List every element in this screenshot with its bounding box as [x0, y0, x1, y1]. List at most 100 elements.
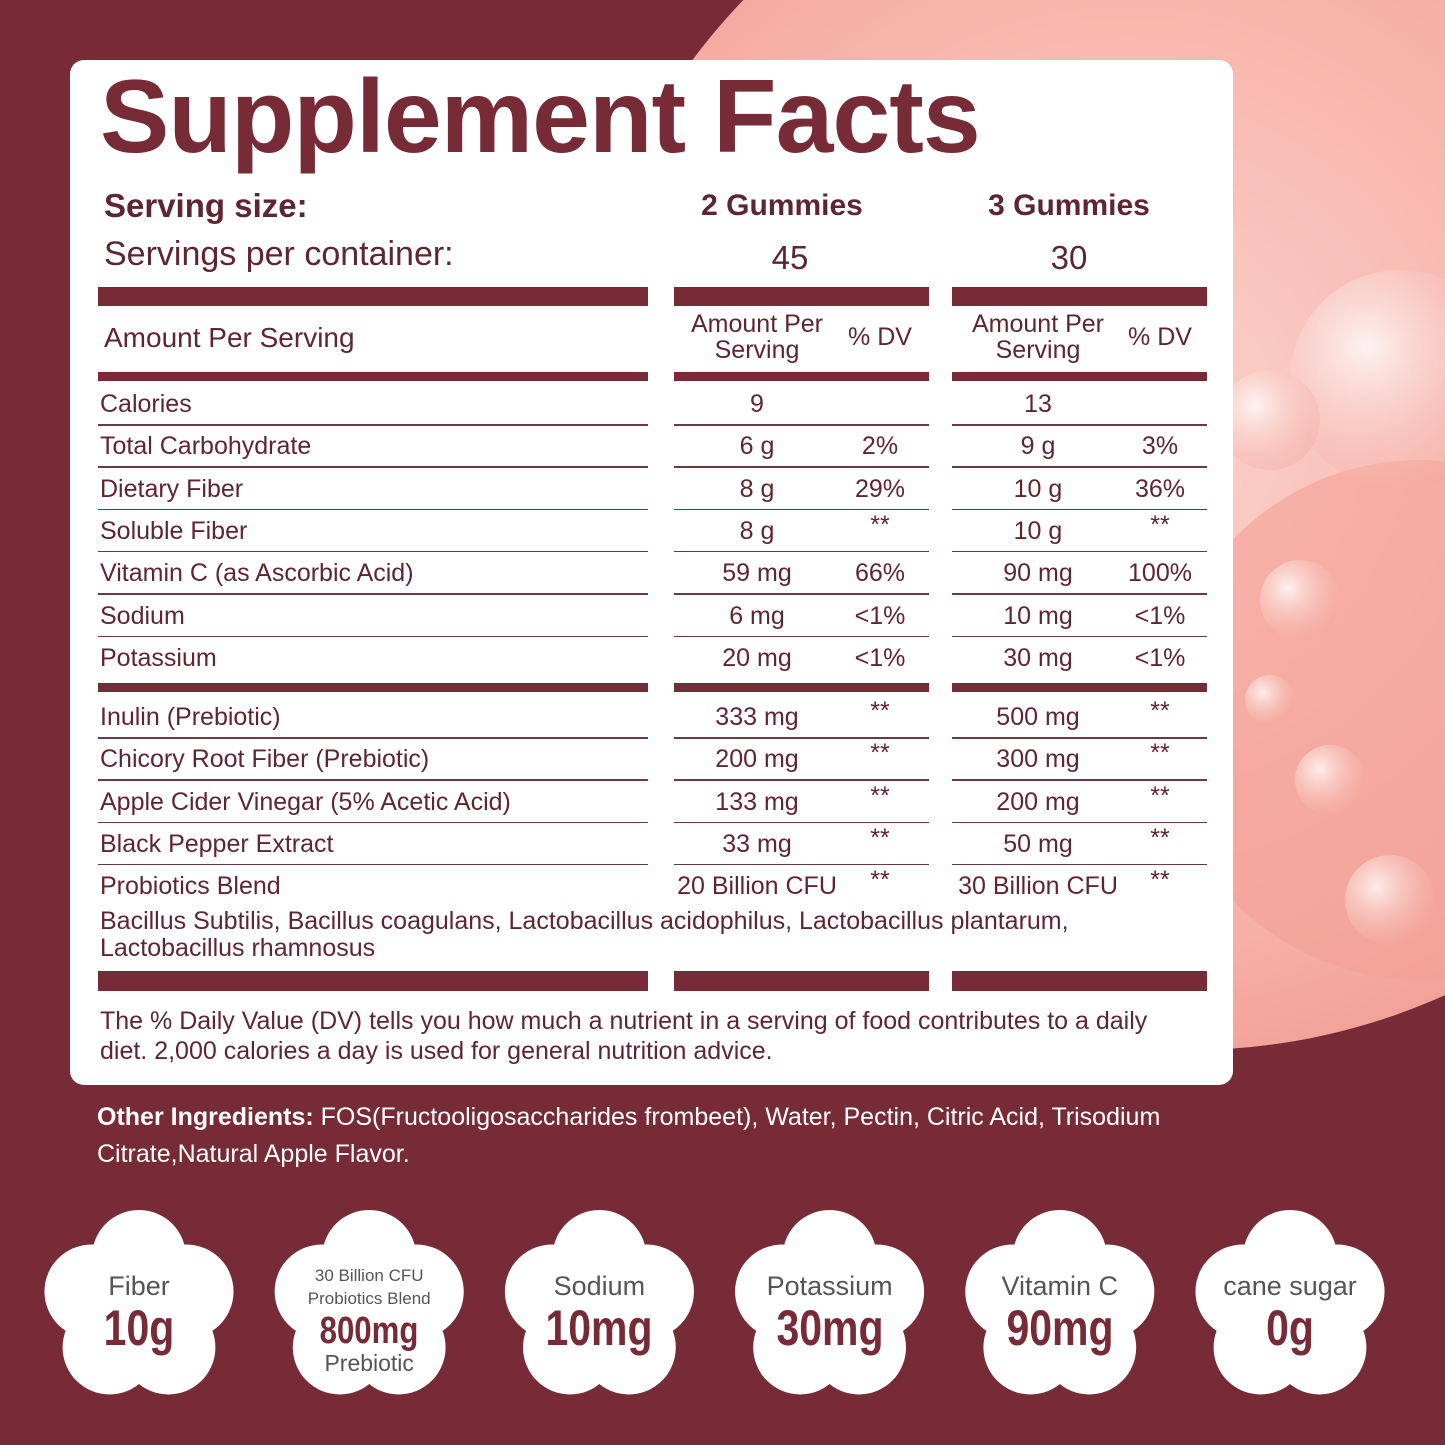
daily-value: 66%: [854, 559, 906, 588]
row-rule: [98, 779, 648, 781]
row-rule: [674, 508, 929, 511]
rule-bar: [674, 683, 929, 692]
serving-size: 2 Gummies: [701, 189, 863, 222]
bubble: [1295, 745, 1365, 815]
daily-value: **: [1150, 866, 1170, 895]
row-rule: [952, 863, 1207, 866]
rule-bar: [98, 287, 648, 306]
bubble: [1345, 855, 1435, 945]
row-rule: [952, 424, 1207, 426]
bubble: [1260, 560, 1340, 640]
nutrient-name: Soluble Fiber: [100, 516, 248, 545]
amount: 133 mg: [715, 787, 799, 816]
badge-center: [999, 1247, 1120, 1367]
rule-bar: [952, 971, 1207, 991]
amount: 9 g: [1020, 432, 1056, 461]
amount: 50 mg: [1003, 829, 1073, 858]
daily-value: **: [870, 510, 890, 539]
nutrient-name: Potassium: [100, 643, 217, 672]
row-rule: [952, 466, 1207, 468]
rule-bar: [952, 683, 1207, 692]
row-rule: [674, 779, 929, 781]
badge-value: 90mg: [1006, 1300, 1114, 1356]
daily-value: **: [870, 823, 890, 852]
footnote: The % Daily Value (DV) tells you how muc…: [100, 1007, 1148, 1065]
daily-value: <1%: [854, 643, 906, 672]
badge-center: [1230, 1247, 1350, 1367]
daily-value: **: [870, 781, 890, 810]
amount: 20 mg: [722, 643, 792, 672]
amount: 10 g: [1013, 474, 1063, 503]
row-rule: [674, 635, 929, 637]
row-rule: [98, 466, 648, 468]
bubble: [1245, 675, 1295, 725]
servings-count: 30: [1050, 239, 1088, 276]
amount: 33 mg: [722, 829, 792, 858]
row-rule: [674, 737, 929, 739]
badge-label: Vitamin C: [1001, 1271, 1119, 1301]
amount: 30 mg: [1003, 643, 1073, 672]
nutrient-name: Black Pepper Extract: [100, 829, 334, 858]
nutrient-name: Calories: [100, 390, 192, 418]
badge-sub: Prebiotic: [324, 1350, 414, 1376]
amount: 200 mg: [715, 745, 799, 774]
nutrient-name: Sodium: [100, 601, 185, 630]
daily-value: **: [870, 866, 890, 895]
other-ingredients-text: FOS(Fructooligosaccharides frombeet), Wa…: [97, 1103, 1161, 1168]
rule-bar: [98, 683, 648, 692]
daily-value: **: [870, 739, 890, 768]
daily-value: 29%: [854, 474, 906, 503]
servings-count: 45: [771, 239, 809, 276]
serving-size-label: Serving size:: [104, 187, 308, 224]
nutrient-name: Apple Cider Vinegar (5% Acetic Acid): [100, 787, 511, 816]
badge-center: [79, 1247, 199, 1367]
row-rule: [952, 635, 1207, 637]
row-rule: [98, 821, 648, 824]
daily-value: **: [870, 697, 890, 725]
amount: 6 mg: [729, 601, 785, 630]
row-rule: [952, 737, 1207, 739]
rule-bar: [98, 971, 648, 991]
daily-value: <1%: [854, 601, 906, 630]
badge-center: [539, 1247, 660, 1367]
other-ingredients-label: Other Ingredients:: [97, 1103, 321, 1131]
badge-value: 10g: [103, 1300, 175, 1356]
row-rule: [952, 821, 1207, 824]
row-rule: [98, 550, 648, 553]
nutrient-name: Probiotics Blend: [100, 872, 281, 901]
daily-value: 100%: [1128, 559, 1192, 588]
amount: 300 mg: [996, 745, 1080, 774]
nutrient-name: Vitamin C (as Ascorbic Acid): [100, 559, 414, 588]
bubble: [1290, 270, 1445, 490]
badge-value: 800mg: [319, 1310, 419, 1352]
serving-size: 3 Gummies: [988, 189, 1150, 222]
daily-value: **: [1150, 823, 1170, 852]
amount: 20 Billion CFU: [677, 872, 837, 901]
badge-label: cane sugar: [1223, 1271, 1357, 1301]
daily-value: 36%: [1134, 474, 1186, 503]
amount: 333 mg: [715, 703, 799, 731]
rule-bar: [674, 372, 929, 381]
daily-value: <1%: [1134, 643, 1186, 672]
daily-value: 3%: [1141, 432, 1179, 461]
other-ingredients: Other Ingredients: FOS(Fructooligosaccha…: [97, 1099, 1167, 1173]
row-rule: [952, 779, 1207, 781]
badge-label: 30 Billion CFU: [314, 1266, 424, 1285]
nutrient-name: Dietary Fiber: [100, 474, 244, 503]
row-rule: [674, 593, 929, 595]
daily-value: **: [1150, 697, 1170, 725]
nutrient-name: Chicory Root Fiber (Prebiotic): [100, 745, 430, 774]
nutrient-name: Inulin (Prebiotic): [100, 703, 281, 731]
daily-value: **: [1150, 781, 1170, 810]
badge-value: 0g: [1266, 1300, 1314, 1356]
amount: 6 g: [739, 432, 775, 461]
daily-value: 2%: [861, 432, 899, 461]
row-rule: [952, 593, 1207, 595]
nutrient-name: Total Carbohydrate: [100, 432, 312, 461]
daily-value: **: [1150, 510, 1170, 539]
title: Supplement Facts: [100, 59, 981, 175]
amount: 10 g: [1013, 516, 1063, 545]
row-rule: [98, 424, 648, 426]
